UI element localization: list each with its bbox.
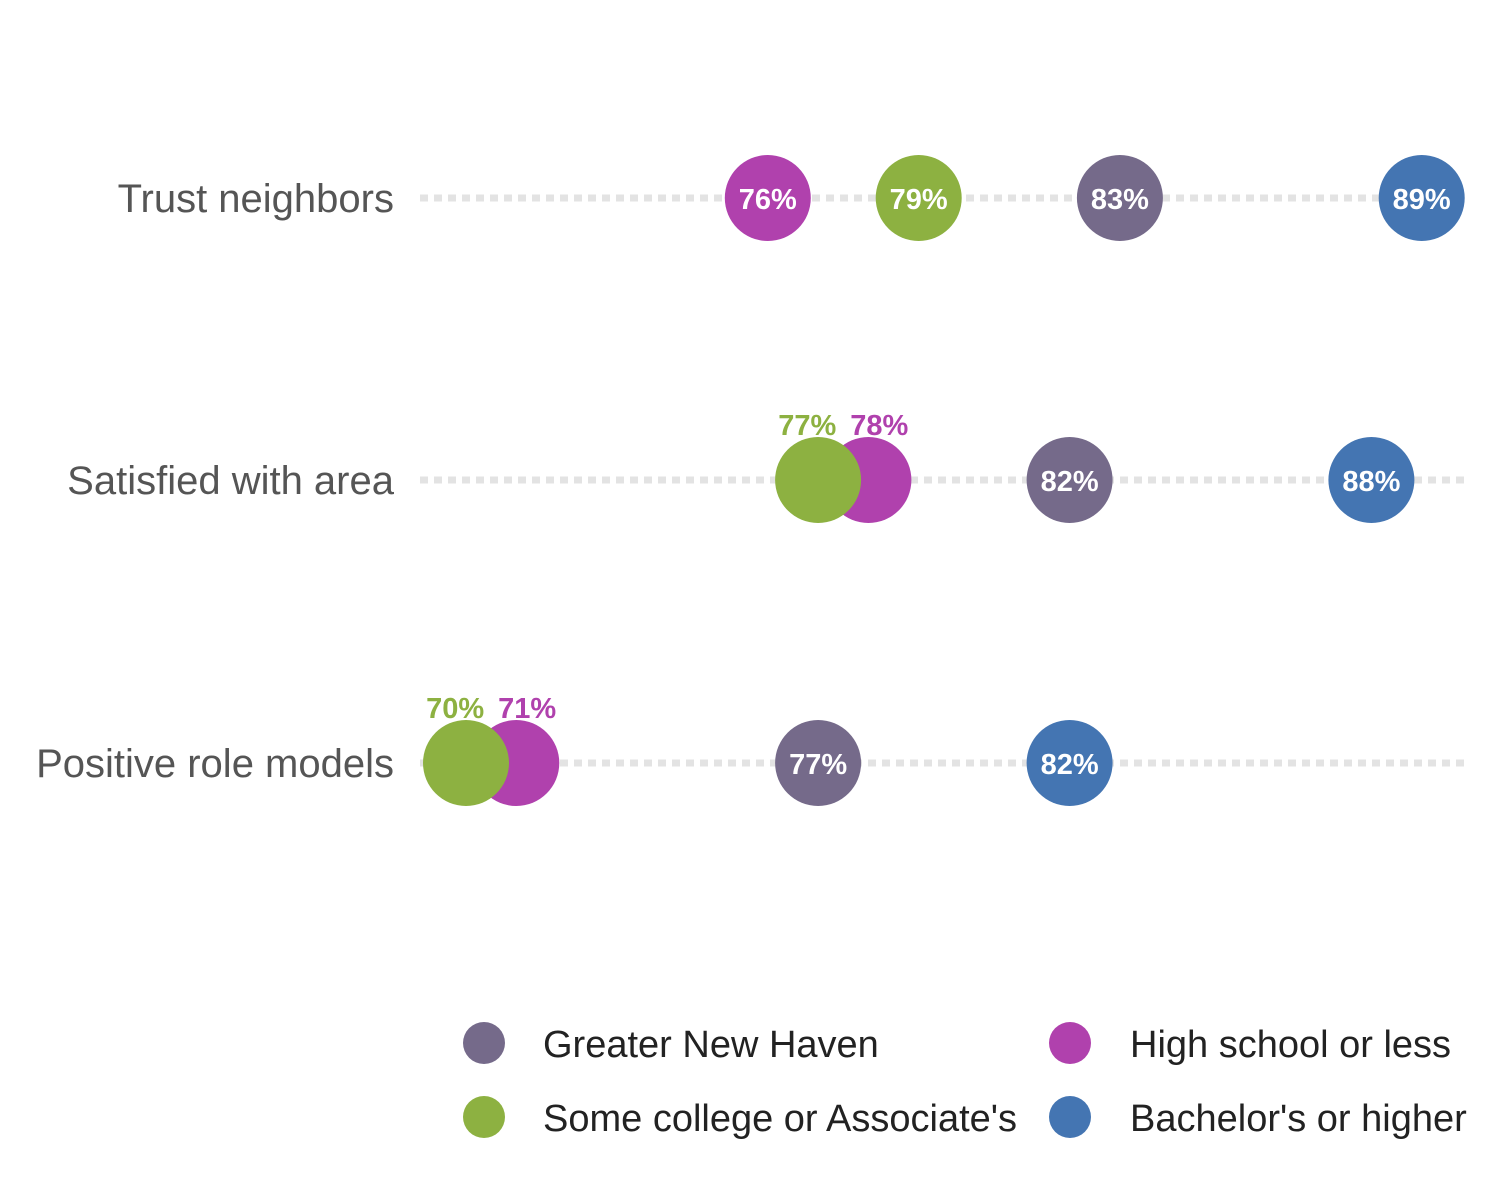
legend-swatch-greater-new-haven	[463, 1022, 505, 1064]
data-label-bachelor-s-or-higher-trust-neighbors: 89%	[1393, 184, 1451, 216]
category-label-positive-role-models: Positive role models	[36, 742, 394, 786]
legend-item-greater-new-haven: Greater New Haven	[463, 1022, 879, 1066]
legend-label-some-college-or-associate-s: Some college or Associate's	[543, 1098, 1017, 1140]
legend: Greater New Haven High school or less Some…	[463, 1022, 1467, 1140]
category-label-trust-neighbors: Trust neighbors	[118, 177, 394, 221]
data-label-high-school-or-less-trust-neighbors: 76%	[739, 184, 797, 216]
legend-swatch-bachelor-s-or-higher	[1049, 1096, 1091, 1138]
legend-item-high-school-or-less: High school or less	[1049, 1022, 1451, 1066]
dot-some-college-or-associate-s-positive-role-models	[423, 720, 509, 806]
legend-label-bachelor-s-or-higher: Bachelor's or higher	[1130, 1098, 1467, 1140]
category-label-satisfied-with-area: Satisfied with area	[67, 459, 395, 503]
data-label-high-school-or-less-positive-role-models: 71%	[498, 693, 556, 725]
dot-greater-new-haven-positive-role-models	[775, 720, 862, 806]
dot-high-school-or-less-trust-neighbors	[724, 155, 811, 241]
dot-greater-new-haven-trust-neighbors	[1076, 155, 1163, 241]
category-labels: Trust neighbors Satisfied with area Positi…	[36, 177, 395, 786]
data-label-bachelor-s-or-higher-satisfied-with-area: 88%	[1342, 466, 1400, 498]
dot-bachelor-s-or-higher-positive-role-models	[1026, 720, 1113, 806]
legend-item-some-college-or-associate-s: Some college or Associate's	[463, 1096, 1017, 1140]
data-label-greater-new-haven-positive-role-models: 77%	[789, 749, 847, 781]
dot-bachelor-s-or-higher-satisfied-with-area	[1328, 437, 1415, 523]
data-label-bachelor-s-or-higher-positive-role-models: 82%	[1041, 749, 1099, 781]
legend-swatch-high-school-or-less	[1049, 1022, 1091, 1064]
row-guides	[420, 194, 1470, 767]
dot-some-college-or-associate-s-satisfied-with-area	[775, 437, 862, 523]
legend-label-high-school-or-less: High school or less	[1130, 1024, 1451, 1066]
data-label-some-college-or-associate-s-positive-role-models: 70%	[426, 693, 484, 725]
legend-label-greater-new-haven: Greater New Haven	[543, 1024, 879, 1066]
data-label-greater-new-haven-trust-neighbors: 83%	[1091, 184, 1149, 216]
data-label-greater-new-haven-satisfied-with-area: 82%	[1041, 466, 1099, 498]
dot-bachelor-s-or-higher-trust-neighbors	[1378, 155, 1465, 241]
legend-swatch-some-college-or-associate-s	[463, 1096, 505, 1138]
data-label-some-college-or-associate-s-trust-neighbors: 79%	[890, 184, 948, 216]
data-points: 83% 89% 76% 79% 82% 88% 78% 77% 77% 82% 71% 70%	[423, 155, 1465, 806]
dot-some-college-or-associate-s-trust-neighbors	[875, 155, 962, 241]
data-label-some-college-or-associate-s-satisfied-with-area: 77%	[778, 410, 836, 442]
data-label-high-school-or-less-satisfied-with-area: 78%	[850, 410, 908, 442]
dot-greater-new-haven-satisfied-with-area	[1026, 437, 1113, 523]
legend-item-bachelor-s-or-higher: Bachelor's or higher	[1049, 1096, 1467, 1140]
